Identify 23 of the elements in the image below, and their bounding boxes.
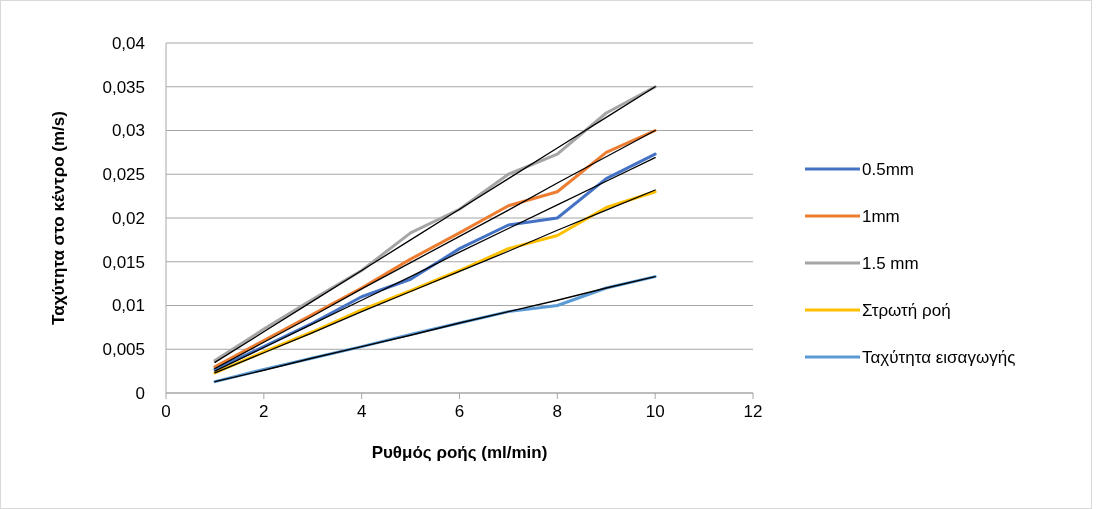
y-tick-label: 0,035 (102, 77, 145, 97)
x-tick-label: 10 (645, 402, 665, 421)
y-tick-label: 0,02 (111, 208, 145, 228)
y-tick-label: 0 (135, 383, 145, 403)
legend-label: Ταχύτητα εισαγωγής (862, 347, 1016, 367)
x-tick-label: 4 (356, 402, 367, 421)
y-tick-label: 0,03 (111, 121, 145, 141)
y-tick-label: 0,025 (102, 165, 145, 185)
y-tick-label: 0,015 (102, 252, 145, 272)
x-tick-label: 6 (454, 402, 465, 421)
legend-label: 1mm (862, 206, 900, 226)
legend-label: 0.5mm (862, 159, 914, 179)
x-tick-label: 12 (743, 402, 763, 421)
y-tick-label: 0,01 (111, 296, 145, 316)
legend-label: 1.5 mm (862, 253, 919, 273)
legend-label: Στρωτή ροή (862, 300, 951, 320)
x-tick-label: 0 (161, 402, 171, 421)
x-tick-label: 8 (552, 402, 563, 421)
y-tick-label: 0,04 (111, 33, 145, 53)
x-axis-title: Ρυθμός ροής (ml/min) (371, 443, 548, 462)
y-tick-label: 0,005 (102, 340, 145, 360)
x-tick-label: 2 (259, 402, 269, 421)
y-axis-title: Ταχύτητα στο κέντρο (m/s) (49, 111, 68, 325)
